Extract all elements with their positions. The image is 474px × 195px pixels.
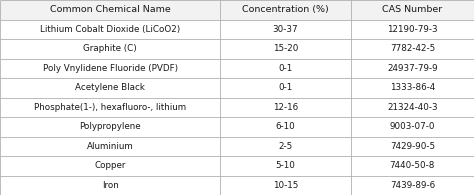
Text: 7439-89-6: 7439-89-6: [390, 181, 435, 190]
Text: Common Chemical Name: Common Chemical Name: [50, 5, 171, 14]
Bar: [0, 58, 474, 78]
Text: 15-20: 15-20: [273, 44, 298, 53]
Text: 5-10: 5-10: [276, 161, 295, 170]
Bar: [0, 78, 474, 98]
Text: 12-16: 12-16: [273, 103, 298, 112]
Text: 7429-90-5: 7429-90-5: [390, 142, 435, 151]
Text: Phosphate(1-), hexafluoro-, lithium: Phosphate(1-), hexafluoro-, lithium: [34, 103, 186, 112]
Text: Aluminium: Aluminium: [87, 142, 134, 151]
Text: CAS Number: CAS Number: [382, 5, 443, 14]
Text: Graphite (C): Graphite (C): [83, 44, 137, 53]
Text: 24937-79-9: 24937-79-9: [387, 64, 438, 73]
Bar: [0, 176, 474, 195]
Text: Poly Vnylidene Fluoride (PVDF): Poly Vnylidene Fluoride (PVDF): [43, 64, 178, 73]
Text: 7782-42-5: 7782-42-5: [390, 44, 435, 53]
Text: 2-5: 2-5: [278, 142, 293, 151]
Bar: [0, 98, 474, 117]
Bar: [0, 117, 474, 136]
Text: Acetylene Black: Acetylene Black: [75, 83, 145, 92]
Text: Polypropylene: Polypropylene: [79, 122, 141, 131]
Text: 12190-79-3: 12190-79-3: [387, 25, 438, 34]
Bar: [0, 20, 474, 39]
Text: Iron: Iron: [102, 181, 118, 190]
Bar: [0, 39, 474, 58]
Text: 7440-50-8: 7440-50-8: [390, 161, 435, 170]
Text: 30-37: 30-37: [273, 25, 299, 34]
Text: 1333-86-4: 1333-86-4: [390, 83, 435, 92]
Text: 6-10: 6-10: [276, 122, 295, 131]
Text: 21324-40-3: 21324-40-3: [387, 103, 438, 112]
Bar: [0, 156, 474, 176]
Text: Lithium Cobalt Dioxide (LiCoO2): Lithium Cobalt Dioxide (LiCoO2): [40, 25, 180, 34]
Text: 9003-07-0: 9003-07-0: [390, 122, 435, 131]
Text: Copper: Copper: [94, 161, 126, 170]
Text: 0-1: 0-1: [278, 64, 293, 73]
Text: 0-1: 0-1: [278, 83, 293, 92]
Text: Concentration (%): Concentration (%): [242, 5, 329, 14]
Bar: [0, 0, 474, 20]
Text: 10-15: 10-15: [273, 181, 298, 190]
Bar: [0, 136, 474, 156]
